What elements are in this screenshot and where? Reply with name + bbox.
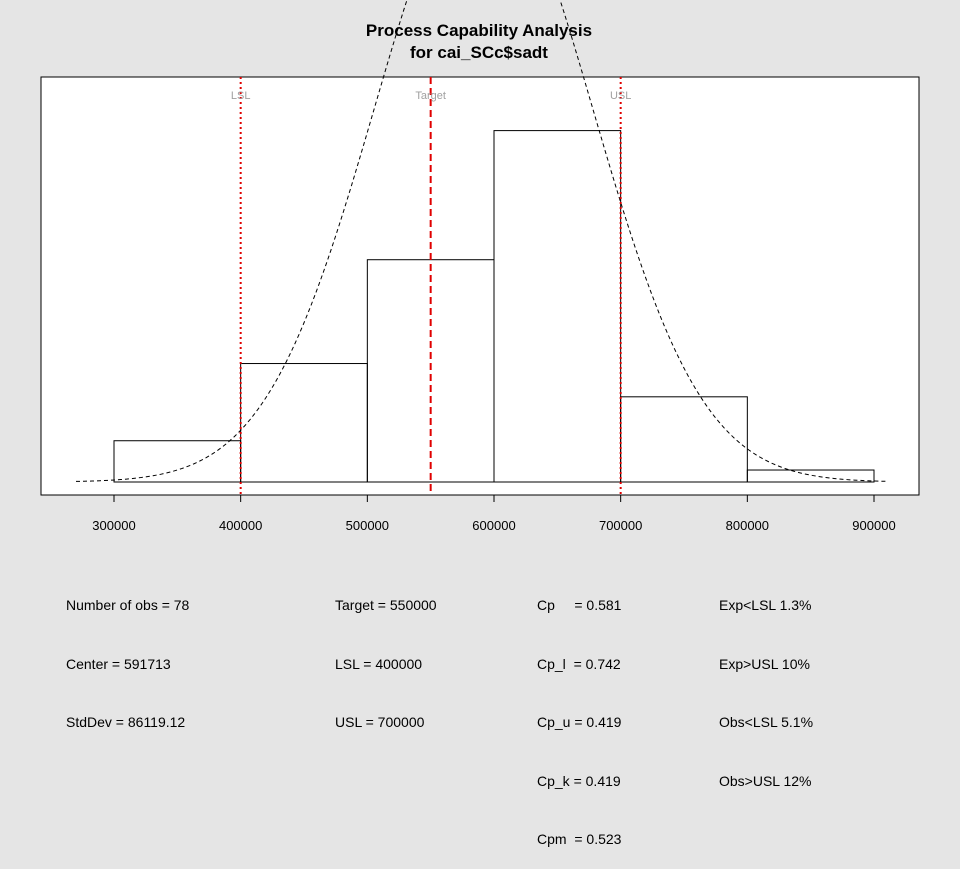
plot-area [40, 76, 920, 496]
chart-title-line-1: Process Capability Analysis [366, 21, 592, 40]
x-tick-label-3: 500000 [346, 518, 389, 533]
x-tick-label-7: 900000 [852, 518, 895, 533]
stat-cp-u: Cp_u = 0.419 [537, 714, 622, 730]
stat-cp: Cp = 0.581 [537, 597, 622, 613]
chart-title-line-2: for cai_SCc$sadt [410, 43, 548, 62]
stat-cp-k: Cp_k = 0.419 [537, 772, 621, 789]
stat-usl: USL = 700000 [335, 714, 425, 730]
x-tick-label-6: 800000 [726, 518, 769, 533]
histogram-bar-6 [746, 469, 875, 483]
target-label: Target [415, 90, 446, 102]
capability-chart: Process Capability Analysis for cai_SCc$… [40, 0, 920, 533]
lsl-label: LSL [231, 90, 251, 102]
stat-cpm: Cpm = 0.523 [537, 831, 622, 847]
x-tick-label-1: 300000 [92, 518, 135, 533]
stat-number-of-obs: Number of obs = 78 [66, 597, 190, 613]
stat-obs-above-usl: Obs>USL 12% [719, 772, 812, 789]
stats-column-4: Exp<LSL 1.3% Exp>USL 10% Obs<LSL 5.1% Ob… [719, 557, 813, 811]
x-tick-label-4: 600000 [472, 518, 515, 533]
histogram-bar-5 [620, 396, 748, 483]
usl-label: USL [610, 90, 631, 102]
stats-column-1: Number of obs = 78 Center = 591713 StdDe… [66, 557, 189, 752]
histogram-bar-4 [493, 130, 622, 483]
stat-stddev: StdDev = 86119.12 [66, 714, 186, 730]
stat-lsl: LSL = 400000 [335, 655, 423, 672]
stat-center: Center = 591713 [66, 655, 171, 672]
stat-cp-l: Cp_l = 0.742 [537, 655, 621, 672]
x-tick-label-2: 400000 [219, 518, 262, 533]
stat-obs-below-lsl: Obs<LSL 5.1% [719, 714, 814, 730]
stats-column-2: Target = 550000 LSL = 400000 USL = 70000… [335, 557, 437, 752]
stats-column-3: Cp = 0.581 Cp_l = 0.742 Cp_u = 0.419 Cp_… [537, 557, 621, 869]
x-tick-label-5: 700000 [599, 518, 642, 533]
stat-exp-above-usl: Exp>USL 10% [719, 655, 810, 672]
stat-exp-below-lsl: Exp<LSL 1.3% [719, 597, 812, 613]
stat-target: Target = 550000 [335, 597, 437, 613]
